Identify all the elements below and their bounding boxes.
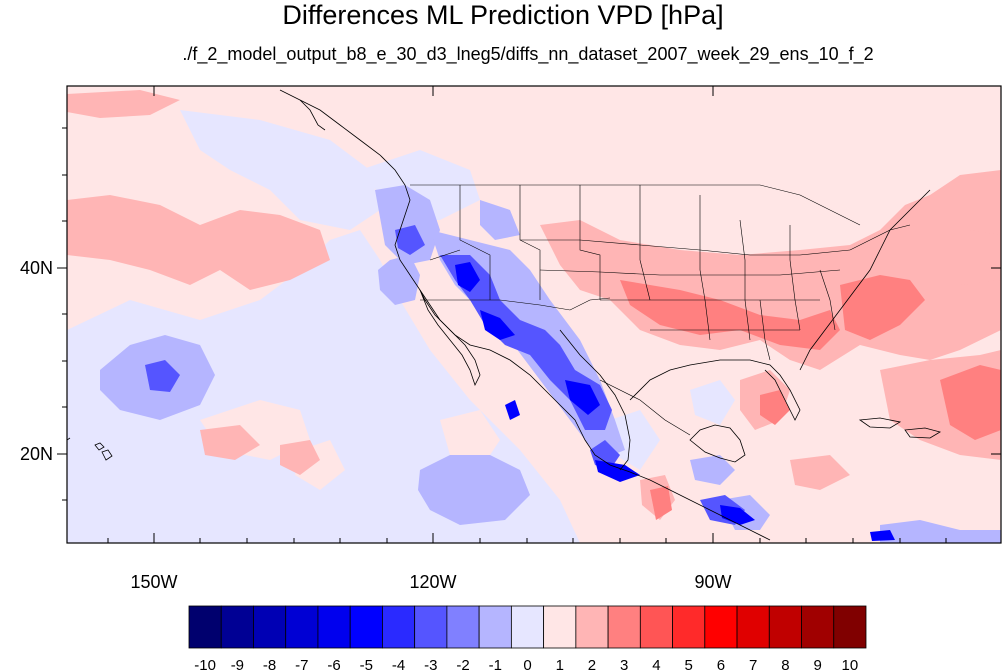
colorbar-box xyxy=(736,605,770,649)
lon-label-150w: 150W xyxy=(130,572,177,592)
colorbar-label: -5 xyxy=(360,657,373,672)
colorbar-label: 4 xyxy=(652,657,660,672)
map-title: Differences ML Prediction VPD [hPa] xyxy=(282,0,723,30)
very-strong-negative-regions xyxy=(455,262,895,541)
colorbar-box xyxy=(510,605,545,649)
colorbar-label: -2 xyxy=(456,657,469,672)
colorbar-box xyxy=(285,605,319,649)
colorbar-box xyxy=(639,605,673,649)
lat-label-40n: 40N xyxy=(20,258,53,278)
lon-ticks xyxy=(107,86,947,543)
colorbar: -10 -9 -8 -7 -6 -5 -4 -3 -2 -1 0 1 2 3 4 5 6 7 8 9 10 xyxy=(188,605,867,672)
colorbar-box xyxy=(220,605,254,649)
colorbar-label: 9 xyxy=(813,657,821,672)
colorbar-box xyxy=(317,605,351,649)
coastlines xyxy=(67,89,942,541)
colorbar-box xyxy=(607,605,641,649)
colorbar-box xyxy=(253,605,287,649)
colorbar-label: -7 xyxy=(295,657,308,672)
colorbar-label: -9 xyxy=(231,657,244,672)
colorbar-label: -4 xyxy=(392,657,405,672)
map-subtitle: ./f_2_model_output_b8_e_30_d3_lneg5/diff… xyxy=(182,44,873,65)
colorbar-box xyxy=(801,605,835,649)
colorbar-label: 8 xyxy=(781,657,789,672)
colorbar-label: 6 xyxy=(717,657,725,672)
colorbar-box xyxy=(833,605,867,649)
colorbar-label: 0 xyxy=(523,657,531,672)
colorbar-label: -3 xyxy=(424,657,437,672)
colorbar-box xyxy=(446,605,480,649)
colorbar-label: 2 xyxy=(588,657,596,672)
colorbar-label: -6 xyxy=(327,657,340,672)
colorbar-label: 10 xyxy=(842,657,859,672)
colorbar-box xyxy=(575,605,609,649)
lat-label-20n: 20N xyxy=(20,444,53,464)
colorbar-label: -1 xyxy=(489,657,502,672)
colorbar-box xyxy=(478,605,512,649)
colorbar-box xyxy=(543,605,577,649)
colorbar-label: -10 xyxy=(194,657,216,672)
colorbar-box xyxy=(672,605,706,649)
map-panel xyxy=(67,86,1001,543)
colorbar-box xyxy=(414,605,448,649)
colorbar-label: 5 xyxy=(685,657,693,672)
colorbar-box xyxy=(349,605,383,649)
strong-positive-regions xyxy=(620,275,1001,520)
colorbar-box xyxy=(704,605,738,649)
colorbar-label: -8 xyxy=(263,657,276,672)
colorbar-label: 3 xyxy=(620,657,628,672)
lat-ticks xyxy=(57,127,1001,501)
lon-label-120w: 120W xyxy=(409,572,456,592)
colorbar-box xyxy=(382,605,416,649)
colorbar-box xyxy=(188,605,222,649)
colorbar-box xyxy=(768,605,802,649)
colorbar-label: 1 xyxy=(556,657,564,672)
lon-label-90w: 90W xyxy=(694,572,731,592)
colorbar-label: 7 xyxy=(749,657,757,672)
political-boundaries xyxy=(410,184,911,436)
